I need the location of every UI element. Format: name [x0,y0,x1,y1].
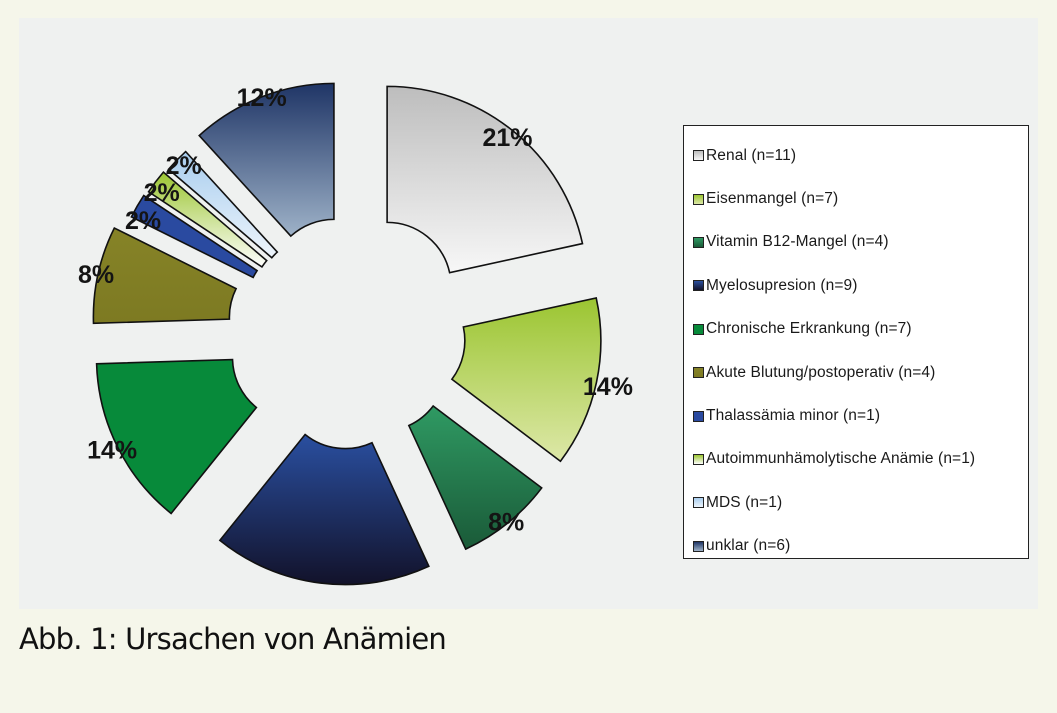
legend-label: Chronische Erkrankung (n=7) [706,320,912,338]
legend-label: Akute Blutung/postoperativ (n=4) [706,363,936,381]
legend-item: MDS (n=1) [693,481,1028,524]
data-label-thalass-mia-minor: 2% [125,207,161,235]
data-label-chronische-erkrankung: 14% [87,436,137,464]
data-label-unklar: 12% [237,84,287,112]
data-label-mds: 2% [166,152,202,180]
slice-vitamin-b12-mangel [407,404,543,551]
legend-item: Renal (n=11) [693,134,1028,177]
legend-label: Autoimmunhämolytische Anämie (n=1) [706,450,976,468]
legend-swatch [693,193,704,205]
legend-item: unklar (n=6) [693,525,1028,568]
pie-chart: 21% 14% 8% 14% 8% 2%2%2% 12% [78,82,633,586]
slice-akute-blutung-postoperativ [92,226,238,325]
data-label-autoimmunh-molytische-an-mie: 2% [144,179,180,207]
legend-swatch [693,497,704,509]
slice-myelosupresion [218,433,430,586]
data-label-eisenmangel: 14% [583,373,633,401]
legend-swatch [693,453,704,465]
legend-item: Eisenmangel (n=7) [693,177,1028,220]
slice-autoimmunh-molytische-an-mie [147,171,268,269]
slice-unklar [198,82,335,238]
legend-label: MDS (n=1) [706,493,783,511]
data-label-akute-blutung-postoperativ: 8% [78,261,114,289]
legend-label: Thalassämia minor (n=1) [706,407,881,425]
legend-item: Vitamin B12-Mangel (n=4) [693,221,1028,264]
slice-chronische-erkrankung [95,358,258,515]
legend-label: Vitamin B12-Mangel (n=4) [706,233,889,251]
legend-swatch [693,367,704,379]
legend-swatch [693,540,704,552]
slice-thalass-mia-minor [130,194,259,279]
figure-caption: Abb. 1: Ursachen von Anämien [19,622,447,656]
slice-eisenmangel [450,296,602,463]
legend-item: Myelosupresion (n=9) [693,264,1028,307]
legend: Renal (n=11) Eisenmangel (n=7) Vitamin B12… [683,125,1029,559]
slice-mds [167,150,279,259]
legend-swatch [693,323,704,335]
legend-label: Myelosupresion (n=9) [706,276,858,294]
data-label-renal: 21% [482,124,532,152]
legend-item: Autoimmunhämolytische Anämie (n=1) [693,438,1028,481]
legend-label: Renal (n=11) [706,146,797,164]
legend-swatch [693,280,704,292]
legend-label: unklar (n=6) [706,537,791,555]
slices-layer [92,82,602,586]
legend-swatch [693,236,704,248]
legend-item: Akute Blutung/postoperativ (n=4) [693,351,1028,394]
slice-renal [386,85,584,274]
legend-swatch [693,150,704,162]
legend-item: Thalassämia minor (n=1) [693,394,1028,437]
legend-label: Eisenmangel (n=7) [706,190,839,208]
legend-item: Chronische Erkrankung (n=7) [693,308,1028,351]
labels-layer: 21% 14% 8% 14% 8% 2%2%2% 12% [78,84,633,537]
legend-swatch [693,410,704,422]
data-label-vitamin-b12-mangel: 8% [488,509,524,537]
